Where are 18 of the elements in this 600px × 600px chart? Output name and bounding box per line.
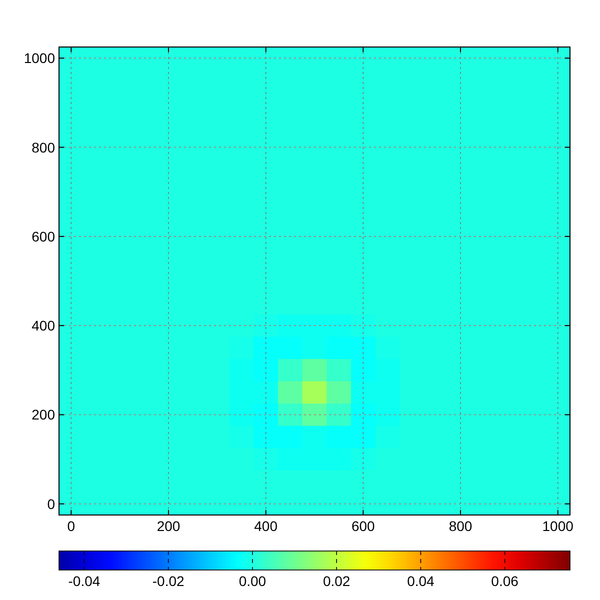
color-bar-label: 0.06 (491, 573, 519, 589)
y-tick-label: 600 (32, 228, 56, 244)
x-tick-label: 800 (448, 518, 472, 534)
y-tick-label: 0 (47, 496, 56, 512)
color-bar-label: 0.02 (322, 573, 350, 589)
y-tick-label: 1000 (24, 50, 56, 66)
x-tick-label: 0 (67, 518, 76, 534)
x-tick-label: 1000 (542, 518, 574, 534)
x-tick-label: 200 (156, 518, 180, 534)
y-tick-label: 800 (32, 139, 56, 156)
color-bar-label: 0.00 (238, 573, 266, 589)
x-tick-label: 600 (351, 518, 376, 534)
color-bar-label: -0.04 (68, 573, 100, 589)
color-bar-label: 0.04 (407, 573, 435, 589)
y-tick-label: 200 (32, 406, 56, 423)
y-tick-label: 400 (32, 318, 56, 334)
color-bar-label: -0.02 (152, 573, 185, 589)
x-tick-label: 400 (254, 518, 278, 534)
